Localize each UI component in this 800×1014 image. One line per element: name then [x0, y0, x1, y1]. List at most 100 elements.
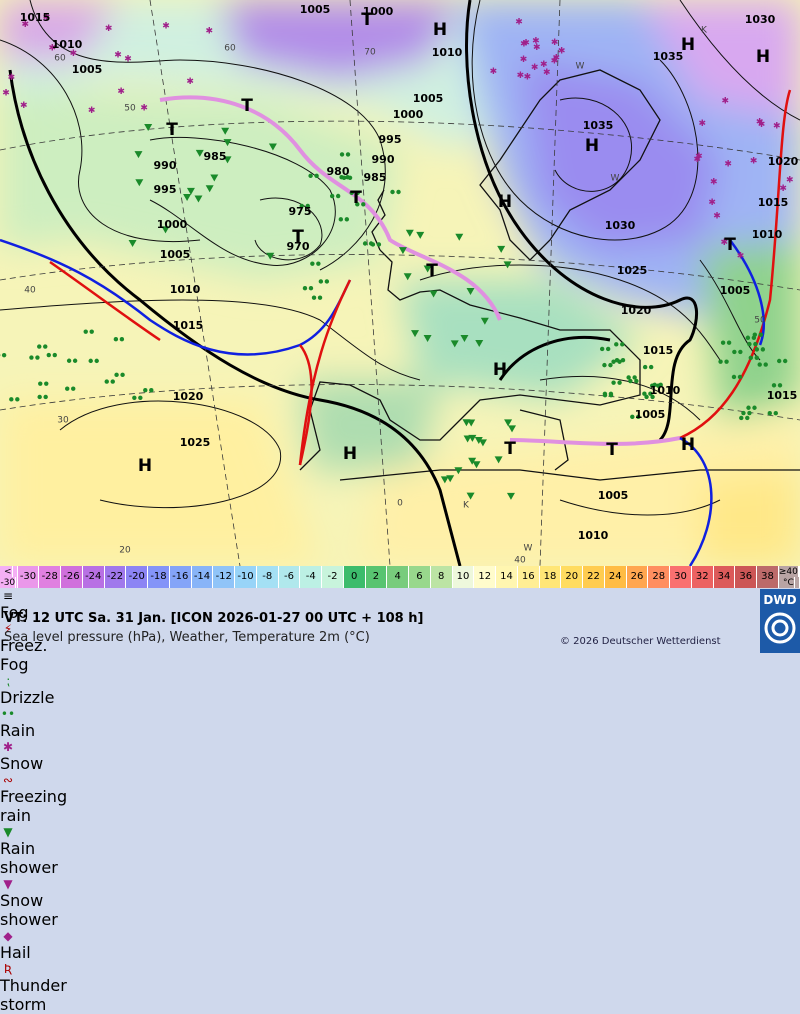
- rain-symbol: [644, 395, 648, 399]
- pressure-label: 1025: [180, 436, 211, 449]
- pressure-system: H: [681, 35, 695, 55]
- grid-label: 0: [397, 499, 403, 509]
- pressure-system: T: [241, 96, 253, 116]
- snow-symbol: ✱: [779, 184, 787, 194]
- scale-step: -24: [83, 566, 105, 588]
- pressure-system: H: [138, 456, 152, 476]
- rain-symbol: [363, 241, 367, 245]
- rain-symbol: [2, 353, 6, 357]
- rain-symbol: [626, 375, 630, 379]
- rain-symbol: [732, 350, 736, 354]
- pressure-label: 980: [327, 165, 350, 178]
- rain-symbol: [114, 337, 118, 341]
- rain-symbol: [319, 279, 323, 283]
- grid-label: 40: [514, 556, 526, 566]
- pressure-label: 1005: [598, 489, 629, 502]
- rain-symbol: [755, 356, 759, 360]
- legend-item: ✱Snow: [0, 740, 72, 773]
- grid-label: W: [524, 544, 533, 554]
- legend-label: Hail: [0, 943, 60, 962]
- rain-symbol: [764, 362, 768, 366]
- scale-step: -28: [39, 566, 61, 588]
- scale-step: -30: [18, 566, 40, 588]
- snow-symbol: ✱: [708, 198, 716, 208]
- pressure-label: 1020: [768, 155, 799, 168]
- legend-icon: ∾: [0, 773, 16, 787]
- scale-step: -4: [300, 566, 322, 588]
- rain-symbol: [746, 406, 750, 410]
- legend-item: ⁏Drizzle: [0, 674, 80, 707]
- pressure-label: 1015: [758, 196, 789, 209]
- rain-symbol: [316, 261, 320, 265]
- rain-symbol: [739, 416, 743, 420]
- snow-symbol: ✱: [699, 119, 707, 129]
- scale-step: -12: [213, 566, 235, 588]
- pressure-label: 1005: [300, 3, 331, 16]
- scale-step: 20: [561, 566, 583, 588]
- grid-label: 60: [224, 44, 236, 54]
- rain-symbol: [43, 395, 47, 399]
- rain-symbol: [721, 341, 725, 345]
- rain-symbol: [95, 359, 99, 363]
- pressure-label: 1020: [173, 390, 204, 403]
- rain-symbol: [310, 261, 314, 265]
- grid-label: 20: [119, 546, 131, 556]
- scale-step: 16: [518, 566, 540, 588]
- pressure-system: H: [433, 20, 447, 40]
- scale-step: 38: [757, 566, 779, 588]
- rain-symbol: [38, 381, 42, 385]
- rain-symbol: [649, 365, 653, 369]
- scale-below: <-30: [0, 566, 18, 588]
- rain-symbol: [602, 363, 606, 367]
- rain-symbol: [71, 386, 75, 390]
- snow-symbol: ✱: [721, 96, 729, 106]
- rain-symbol: [43, 344, 47, 348]
- rain-symbol: [761, 347, 765, 351]
- copyright: © 2026 Deutscher Wetterdienst: [560, 636, 721, 647]
- pressure-label: 1010: [578, 529, 609, 542]
- grid-label: 30: [57, 416, 69, 426]
- rain-symbol: [738, 350, 742, 354]
- grid-label: 60: [54, 54, 66, 64]
- pressure-label: 1005: [160, 248, 191, 261]
- legend-icon: ▼: [0, 877, 16, 891]
- rain-symbol: [783, 359, 787, 363]
- legend-label: Rain: [0, 721, 60, 740]
- pressure-label: 990: [154, 159, 177, 172]
- scale-step: -18: [148, 566, 170, 588]
- snow-symbol: ✱: [532, 36, 540, 46]
- pressure-label: 1010: [650, 384, 681, 397]
- rain-symbol: [621, 358, 625, 362]
- rain-symbol: [738, 375, 742, 379]
- snow-symbol: ✱: [162, 22, 170, 32]
- pressure-system: T: [504, 439, 516, 459]
- rain-symbol: [759, 333, 763, 337]
- rain-symbol: [339, 217, 343, 221]
- rain-symbol: [772, 383, 776, 387]
- pressure-label: 1000: [157, 218, 188, 231]
- scale-step: -14: [192, 566, 214, 588]
- pressure-label: 1015: [20, 11, 51, 24]
- snow-symbol: ✱: [558, 46, 566, 56]
- legend-icon: ◆: [0, 929, 16, 943]
- description: Sea level pressure (hPa), Weather, Tempe…: [4, 630, 370, 645]
- snow-symbol: ✱: [520, 55, 528, 65]
- pressure-system: H: [493, 360, 507, 380]
- snow-symbol: ✱: [524, 72, 532, 82]
- rain-symbol: [114, 373, 118, 377]
- pressure-system: T: [361, 10, 373, 30]
- pressure-system: T: [606, 440, 618, 460]
- rain-symbol: [120, 373, 124, 377]
- snow-symbol: ✱: [20, 101, 28, 111]
- pressure-label: 1015: [643, 344, 674, 357]
- legend-label: Snow shower: [0, 891, 60, 929]
- rain-symbol: [111, 379, 115, 383]
- logo-swirl: [763, 611, 797, 645]
- snow-symbol: ✱: [140, 104, 148, 114]
- pressure-system: H: [756, 47, 770, 67]
- rain-symbol: [755, 347, 759, 351]
- pressure-label: 1025: [617, 264, 648, 277]
- rain-symbol: [752, 406, 756, 410]
- rain-symbol: [746, 336, 750, 340]
